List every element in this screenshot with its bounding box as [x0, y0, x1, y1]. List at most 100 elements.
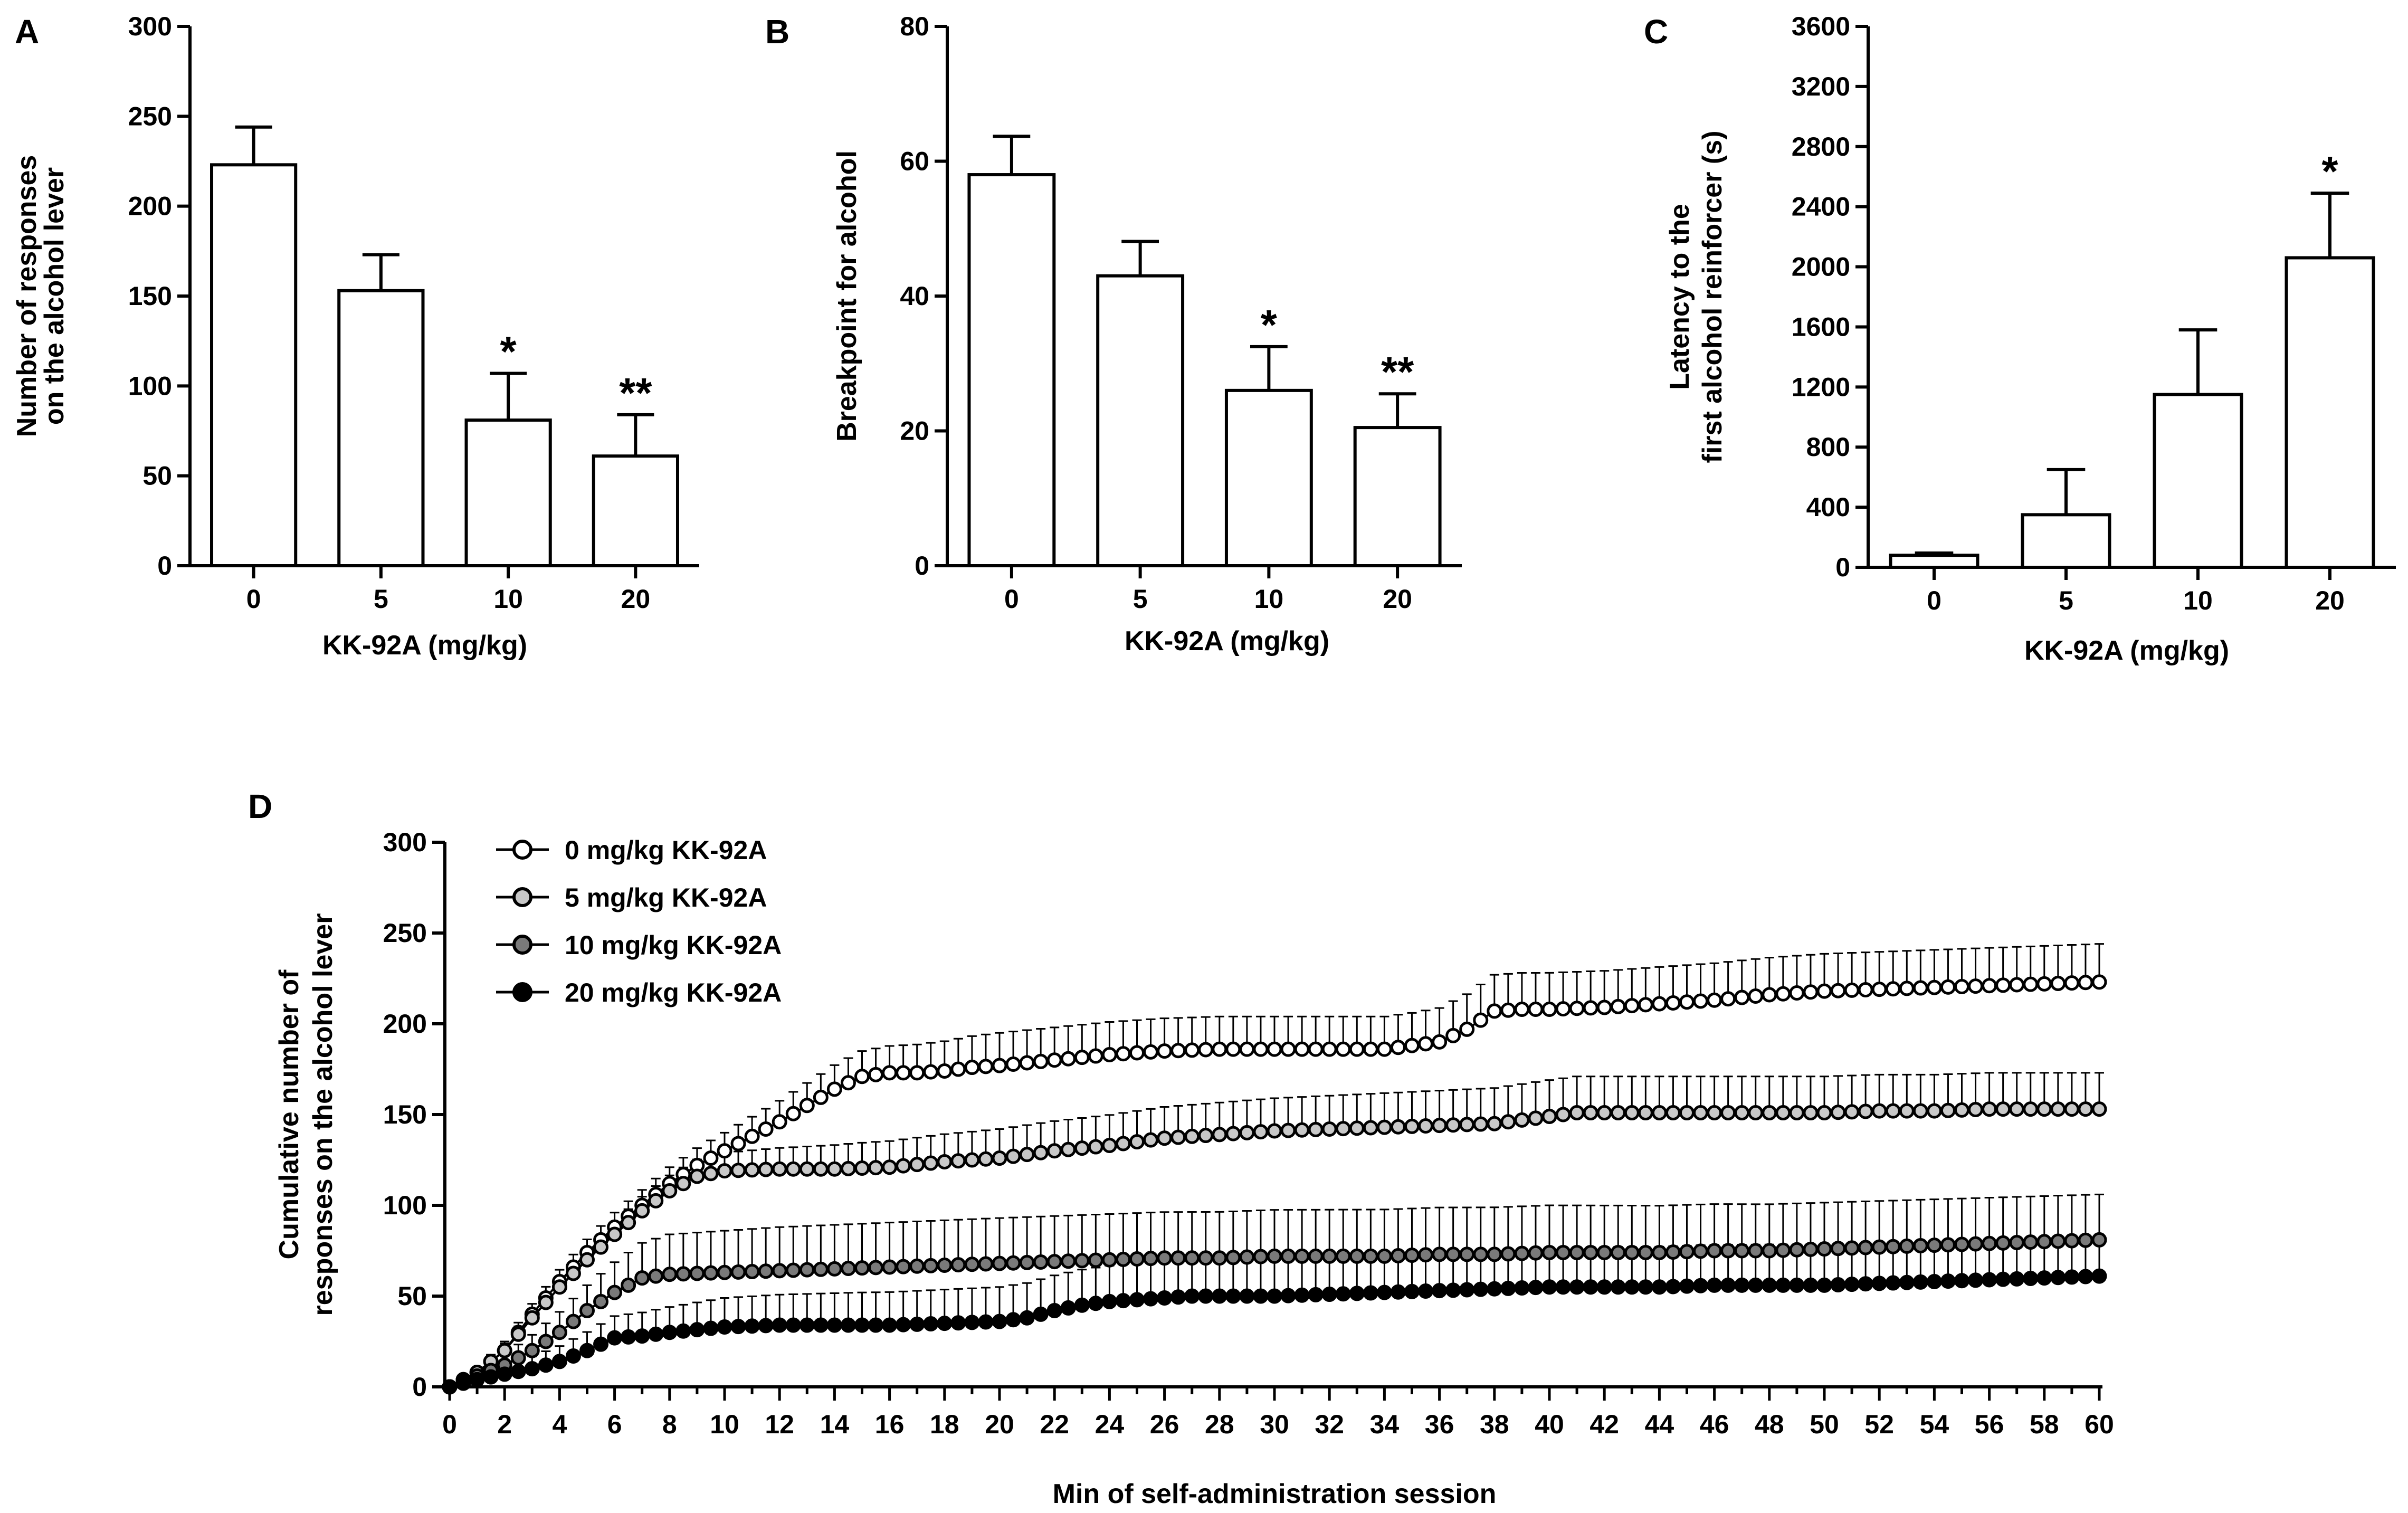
panel-letter-d: D: [248, 787, 272, 825]
panel-d-data-point: [1748, 1243, 1764, 1259]
panel-d-data-point: [1583, 1279, 1598, 1295]
panel-d-x-tick-label: 50: [1810, 1410, 1839, 1439]
panel-d-series-2: [442, 1232, 2107, 1395]
panel-d-x-tick-label: 54: [1920, 1410, 1949, 1439]
panel-d-data-point: [1019, 1254, 1035, 1270]
panel-d-data-point: [2064, 975, 2080, 991]
panel-d-data-point: [717, 1319, 732, 1335]
panel-d-data-point: [1473, 1246, 1489, 1262]
panel-d-data-point: [1473, 1116, 1489, 1132]
panel-d-data-point: [2023, 1234, 2039, 1250]
panel-d-data-point: [937, 1154, 953, 1169]
panel-d-data-point: [964, 1257, 980, 1272]
legend-marker: [512, 840, 532, 860]
panel-d-data-point: [1459, 1021, 1475, 1037]
panel-d-data-point: [1982, 1235, 1997, 1251]
panel-d-data-point: [964, 1152, 980, 1168]
panel-d-data-point: [524, 1361, 540, 1377]
panel-d-data-point: [1926, 1238, 1942, 1253]
panel-d-data-point: [978, 1151, 994, 1167]
panel-d-y-axis-title: responses on the alcohol lever: [308, 913, 338, 1316]
panel-d-data-point: [1459, 1117, 1475, 1133]
panel-d-data-point: [1321, 1041, 1337, 1057]
panel-d-data-point: [1638, 1105, 1653, 1121]
panel-d-data-point: [840, 1075, 856, 1091]
panel-d-data-point: [2091, 1232, 2107, 1248]
panel-a-x-axis-title: KK-92A (mg/kg): [322, 630, 527, 661]
panel-d-data-point: [854, 1260, 870, 1276]
panel-d-data-point: [730, 1264, 746, 1280]
panel-d-data-point: [1679, 1244, 1695, 1260]
panel-d-data-point: [1046, 1254, 1062, 1270]
panel-c-y-tick-label: 0: [1835, 553, 1850, 582]
panel-d-data-point: [772, 1263, 787, 1279]
panel-d-data-point: [1129, 1134, 1145, 1150]
panel-d-data-point: [1267, 1248, 1282, 1264]
panel-d-data-point: [469, 1372, 485, 1387]
panel-d-data-point: [497, 1343, 512, 1358]
panel-d-data-point: [1734, 989, 1750, 1005]
panel-d-data-point: [1651, 1105, 1667, 1121]
panel-d-data-point: [607, 1284, 623, 1300]
panel-d-data-point: [1968, 1272, 1984, 1288]
panel-d-data-point: [1500, 1280, 1516, 1296]
panel-b-x-tick-label: 10: [1254, 584, 1284, 614]
panel-d-data-point: [1404, 1248, 1420, 1263]
panel-c-y-tick-label: 3200: [1792, 72, 1850, 101]
panel-d-data-point: [1170, 1250, 1186, 1266]
panel-d-data-point: [978, 1256, 994, 1272]
panel-d-data-point: [538, 1295, 554, 1310]
panel-d-data-point: [1775, 1105, 1791, 1121]
panel-d-data-point: [1019, 1055, 1035, 1071]
panel-c-x-tick-label: 5: [2059, 586, 2073, 615]
panel-d-data-point: [1885, 1239, 1901, 1254]
panel-b-bar: [1096, 274, 1185, 567]
panel-d-data-point: [992, 1150, 1007, 1166]
panel-d-data-point: [551, 1279, 567, 1295]
panel-d-x-tick-label: 24: [1095, 1410, 1125, 1439]
panel-a-bar-chart: 0 50 100 150 200 250 300 0 5 10 * 20 ** KK-92A (mg/kg…: [12, 12, 699, 661]
panel-d-x-tick-label: 0: [442, 1410, 457, 1439]
panel-d-x-tick-label: 16: [875, 1410, 905, 1439]
panel-d-data-point: [1376, 1041, 1392, 1057]
panel-d-data-point: [1995, 977, 2011, 993]
panel-d-data-point: [1404, 1038, 1420, 1053]
panel-d-data-point: [1225, 1250, 1241, 1265]
panel-d-data-point: [1803, 1105, 1819, 1121]
panel-d-data-point: [1212, 1250, 1227, 1266]
panel-d-data-point: [1005, 1312, 1021, 1328]
panel-c-x-axis-title: KK-92A (mg/kg): [2024, 635, 2229, 666]
panel-d-data-point: [1995, 1235, 2011, 1251]
panel-d-x-tick-label: 6: [607, 1410, 622, 1439]
panel-b-significance-label: *: [1261, 301, 1278, 348]
panel-d-data-point: [1212, 1288, 1227, 1304]
panel-d-data-point: [1239, 1288, 1255, 1304]
panel-d-data-point: [1982, 1101, 1997, 1117]
panel-d-y-tick-label: 300: [383, 827, 427, 857]
panel-b-y-tick-label: 20: [900, 416, 929, 446]
panel-d-data-point: [1748, 1105, 1764, 1121]
panel-d-x-tick-label: 10: [710, 1410, 739, 1439]
panel-d-data-point: [923, 1258, 939, 1273]
panel-d-data-point: [1060, 1051, 1076, 1067]
panel-d-data-point: [909, 1065, 925, 1081]
panel-d-data-point: [1445, 1027, 1461, 1043]
panel-d-data-point: [1569, 1244, 1585, 1260]
panel-d-data-point: [1707, 1277, 1722, 1293]
panel-d-data-point: [1789, 1105, 1805, 1121]
panel-d-data-point: [1858, 1276, 1873, 1292]
panel-d-data-point: [648, 1326, 664, 1342]
panel-d-data-point: [703, 1166, 719, 1182]
panel-d-data-point: [1968, 978, 1984, 994]
panel-d-data-point: [1899, 1274, 1915, 1290]
panel-d-data-point: [1693, 993, 1709, 1009]
panel-a-y-tick-label: 150: [128, 281, 172, 311]
panel-d-data-point: [1280, 1041, 1296, 1057]
panel-d-data-point: [648, 1268, 664, 1284]
panel-d-data-point: [1253, 1288, 1269, 1304]
panel-d-x-tick-label: 26: [1150, 1410, 1179, 1439]
panel-d-data-point: [1349, 1120, 1365, 1136]
panel-d-data-point: [565, 1314, 581, 1329]
panel-d-data-point: [2091, 1101, 2107, 1117]
panel-d-data-point: [717, 1163, 732, 1179]
